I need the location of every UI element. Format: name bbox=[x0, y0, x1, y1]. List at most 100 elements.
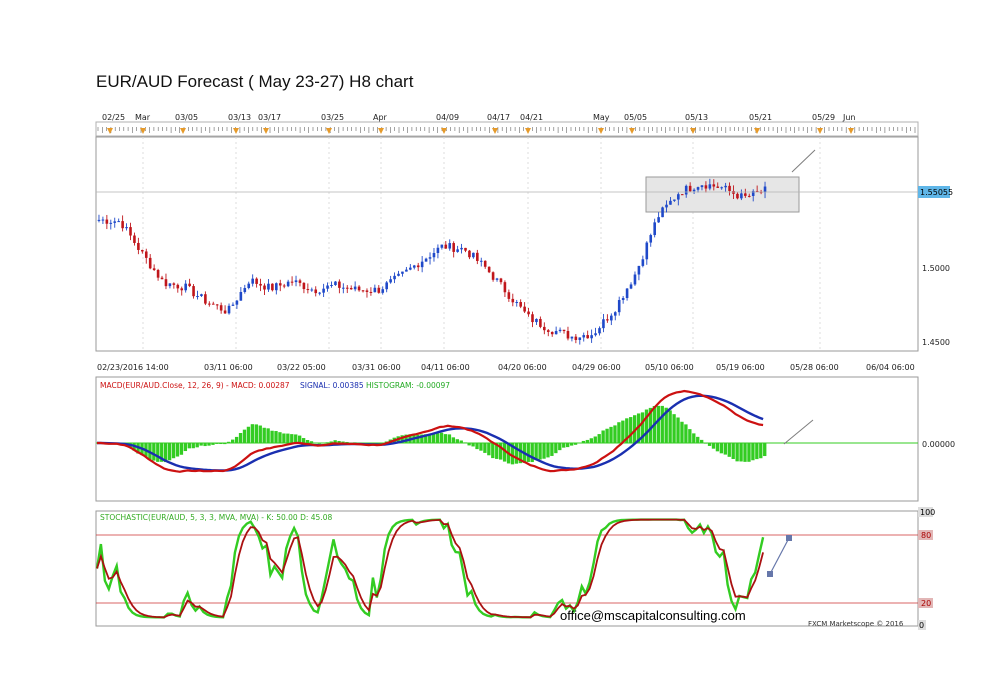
macd-histogram-bar bbox=[526, 443, 530, 462]
macd-histogram-bar bbox=[152, 443, 156, 461]
candle-body bbox=[160, 277, 164, 280]
macd-histogram-bar bbox=[550, 443, 554, 456]
candle-body bbox=[334, 281, 337, 286]
candle-body bbox=[483, 260, 487, 267]
candle-body bbox=[747, 195, 751, 197]
macd-histogram-bar bbox=[743, 443, 747, 462]
candle-body bbox=[286, 281, 290, 287]
macd-histogram-bar bbox=[731, 443, 735, 459]
macd-histogram-bar bbox=[337, 441, 341, 443]
macd-histogram-bar bbox=[660, 405, 664, 443]
top-axis-label: 04/09 bbox=[436, 113, 459, 122]
top-axis-label: 05/21 bbox=[749, 113, 772, 122]
candle-body bbox=[661, 207, 664, 218]
candle-body bbox=[696, 187, 700, 190]
macd-histogram-bar bbox=[676, 417, 680, 443]
candle-body bbox=[416, 265, 420, 268]
bottom-axis-label: 05/10 06:00 bbox=[645, 363, 694, 372]
candle-body bbox=[621, 298, 625, 301]
candle-body bbox=[409, 267, 412, 270]
candle-body bbox=[137, 242, 140, 250]
candle-body bbox=[302, 282, 306, 290]
candle-body bbox=[708, 184, 712, 189]
macd-signal-label: SIGNAL: 0.00385 bbox=[300, 381, 364, 390]
macd-histogram-bar bbox=[195, 443, 199, 448]
candle-body bbox=[172, 283, 176, 285]
candle-body bbox=[677, 194, 680, 200]
bottom-axis-label: 06/04 06:00 bbox=[866, 363, 915, 372]
macd-histogram-bar bbox=[372, 443, 377, 444]
stochastic-d-line bbox=[96, 518, 764, 619]
macd-histogram-bar bbox=[160, 443, 164, 462]
candle-body bbox=[684, 185, 688, 195]
candle-body bbox=[472, 252, 475, 258]
macd-histogram-bar bbox=[502, 443, 507, 462]
macd-histogram-bar bbox=[534, 443, 538, 461]
candle-body bbox=[468, 250, 471, 258]
candle-body bbox=[389, 279, 392, 283]
candle-body bbox=[519, 302, 522, 307]
top-axis-label: 05/05 bbox=[624, 113, 647, 122]
macd-histogram-bar bbox=[518, 443, 523, 464]
candle-body bbox=[101, 219, 105, 221]
candle-body bbox=[724, 185, 727, 188]
contact-email: office@mscapitalconsulting.com bbox=[560, 608, 746, 623]
candle-body bbox=[365, 290, 369, 292]
candle-body bbox=[610, 315, 613, 321]
bottom-axis-label: 05/19 06:00 bbox=[716, 363, 765, 372]
candle-body bbox=[479, 260, 483, 262]
macd-histogram-bar bbox=[680, 421, 684, 443]
candle-body bbox=[405, 269, 408, 272]
macd-histogram-bar bbox=[432, 434, 436, 443]
candle-body bbox=[326, 285, 329, 289]
candle-body bbox=[156, 269, 160, 278]
candle-body bbox=[554, 331, 558, 335]
candle-body bbox=[397, 273, 400, 276]
macd-histogram-bar bbox=[546, 443, 550, 458]
candle-body bbox=[523, 306, 526, 312]
candle-body bbox=[200, 294, 203, 297]
macd-histogram-bar bbox=[270, 430, 274, 443]
candle-body bbox=[487, 266, 491, 273]
macd-histogram-bar bbox=[609, 426, 613, 443]
candle-body bbox=[562, 329, 566, 332]
macd-histogram-bar bbox=[692, 433, 696, 443]
macd-histogram-bar bbox=[664, 407, 668, 443]
macd-histogram-bar bbox=[629, 417, 633, 443]
macd-histogram-bar bbox=[696, 436, 700, 443]
macd-histogram-bar bbox=[219, 443, 223, 445]
consolidation-box bbox=[645, 176, 800, 213]
candle-body bbox=[278, 283, 282, 286]
candle-body bbox=[330, 285, 333, 287]
candle-body bbox=[385, 282, 388, 290]
macd-histogram-bar bbox=[274, 431, 278, 443]
macd-histogram-bar bbox=[207, 443, 211, 446]
candle-body bbox=[113, 221, 117, 223]
candle-body bbox=[476, 252, 479, 261]
macd-histogram-bar bbox=[278, 432, 282, 443]
bottom-axis-label: 04/29 06:00 bbox=[572, 363, 621, 372]
candle-body bbox=[751, 191, 755, 196]
candle-body bbox=[617, 300, 621, 313]
macd-line bbox=[97, 389, 764, 473]
candle-body bbox=[665, 204, 668, 208]
candle-body bbox=[598, 328, 601, 334]
current-price-label: 1.55055 bbox=[920, 188, 953, 197]
candle-body bbox=[227, 305, 231, 314]
top-axis-label: Apr bbox=[373, 113, 388, 122]
candle-body bbox=[452, 243, 455, 252]
macd-histogram-bar bbox=[487, 443, 491, 456]
bottom-axis-label: 02/23/2016 14:00 bbox=[97, 363, 169, 372]
macd-histogram-bar bbox=[723, 443, 727, 455]
macd-histogram-bar bbox=[171, 443, 176, 459]
candle-body bbox=[606, 319, 609, 321]
candle-body bbox=[653, 222, 656, 236]
macd-histogram-bar bbox=[735, 443, 739, 462]
macd-histogram-bar bbox=[573, 443, 578, 445]
top-axis-label: Jun bbox=[842, 113, 856, 122]
macd-histogram-bar bbox=[223, 443, 227, 445]
current-price-box bbox=[918, 186, 950, 198]
candle-body bbox=[152, 268, 156, 270]
candle-body bbox=[412, 265, 416, 268]
